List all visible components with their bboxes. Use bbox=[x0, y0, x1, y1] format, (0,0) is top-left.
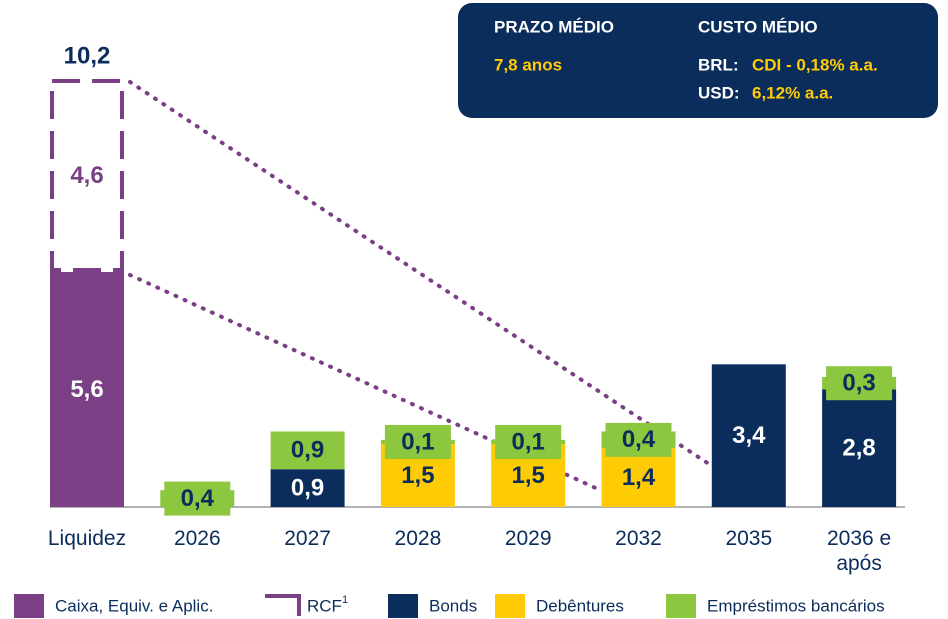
data-label: 0,9 bbox=[291, 474, 324, 501]
connector bbox=[128, 80, 714, 468]
label-badge bbox=[826, 366, 893, 401]
data-label: 0,4 bbox=[181, 485, 215, 512]
data-label: 0,9 bbox=[291, 437, 324, 464]
total-label: 10,2 bbox=[64, 42, 111, 69]
info-label: BRL: bbox=[698, 55, 739, 74]
x-tick-label: 2026 bbox=[173, 527, 221, 550]
x-tick-label: 2035 bbox=[725, 527, 773, 550]
x-tick-label: 2027 bbox=[284, 527, 331, 550]
bar-segment bbox=[822, 389, 897, 507]
data-label: 1,5 bbox=[401, 462, 434, 489]
legend-swatch bbox=[265, 594, 301, 616]
label-badge bbox=[605, 422, 672, 457]
legend-label: Bonds bbox=[429, 596, 477, 615]
bar-segment bbox=[50, 79, 124, 273]
info-title: PRAZO MÉDIO bbox=[494, 17, 614, 36]
data-label: 0,1 bbox=[512, 428, 545, 455]
x-tick-label: 2028 bbox=[394, 527, 442, 550]
label-badge bbox=[495, 424, 562, 459]
x-tick-label: 2029 bbox=[504, 527, 552, 550]
data-label: 2,8 bbox=[842, 435, 875, 462]
legend-swatch bbox=[666, 594, 696, 618]
x-tick-label: 2036 e após bbox=[826, 527, 892, 575]
data-label: 0,1 bbox=[401, 428, 434, 455]
x-tick-label: 2032 bbox=[615, 527, 662, 550]
legend: Caixa, Equiv. e Aplic. RCF1 Bonds Debênture… bbox=[14, 594, 885, 618]
x-tick-label: Liquidez bbox=[47, 527, 127, 550]
bar-segment bbox=[711, 364, 786, 507]
label-badge bbox=[274, 433, 341, 468]
data-label: 1,4 bbox=[622, 464, 656, 491]
info-value: CDI - 0,18% a.a. bbox=[752, 55, 878, 74]
bar-segment bbox=[270, 469, 345, 507]
data-label: 1,5 bbox=[512, 462, 545, 489]
info-value: 7,8 anos bbox=[494, 55, 562, 74]
info-title: CUSTO MÉDIO bbox=[698, 17, 818, 36]
data-label: 3,4 bbox=[732, 422, 766, 449]
label-badge bbox=[164, 481, 231, 516]
legend-note: 1 bbox=[342, 594, 348, 606]
legend-label: Debêntures bbox=[536, 596, 624, 615]
legend-label: Empréstimos bancários bbox=[707, 596, 885, 615]
legend-label: Caixa, Equiv. e Aplic. bbox=[55, 596, 213, 615]
info-label: USD: bbox=[698, 83, 740, 102]
data-label: 4,6 bbox=[70, 162, 103, 189]
legend-swatch bbox=[14, 594, 44, 618]
data-label: 5,6 bbox=[70, 376, 103, 403]
bar-segment bbox=[50, 272, 124, 507]
legend-swatch bbox=[388, 594, 418, 618]
legend-label: RCF1 bbox=[307, 594, 348, 616]
data-label: 0,4 bbox=[622, 426, 656, 453]
info-value: 6,12% a.a. bbox=[752, 83, 833, 102]
info-box bbox=[458, 3, 938, 118]
label-badge bbox=[384, 424, 451, 459]
legend-swatch bbox=[495, 594, 525, 618]
data-label: 0,3 bbox=[842, 370, 875, 397]
bar-segment bbox=[601, 448, 676, 507]
